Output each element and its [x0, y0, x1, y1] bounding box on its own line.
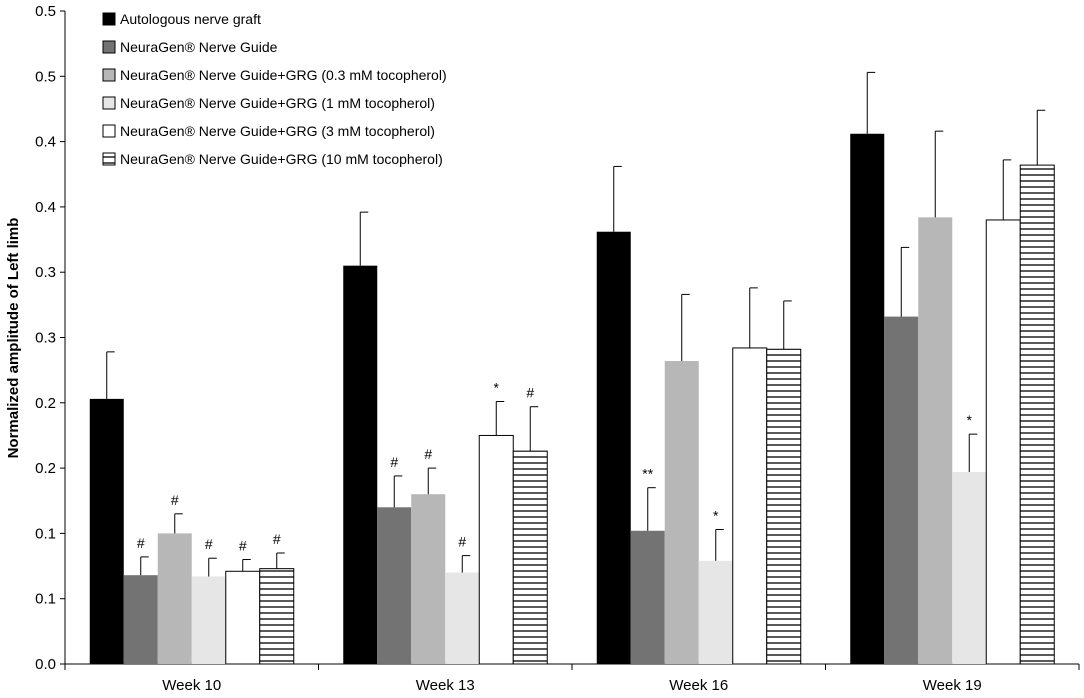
bar — [630, 530, 665, 664]
significance-marker: # — [171, 492, 179, 508]
bar — [343, 265, 378, 664]
y-tick-label: 0.3 — [35, 264, 56, 281]
significance-marker: # — [526, 385, 534, 401]
y-tick-label: 0.4 — [35, 134, 56, 151]
significance-marker: # — [390, 454, 398, 470]
legend-swatch — [102, 68, 116, 82]
legend-swatch — [102, 40, 116, 54]
legend-entry-label: Autologous nerve graft — [120, 11, 261, 27]
y-tick-label: 0.5 — [35, 68, 56, 85]
significance-marker: * — [713, 507, 719, 523]
bar — [445, 572, 480, 664]
bar — [89, 398, 124, 664]
x-category-label: Week 19 — [923, 677, 982, 694]
bar — [766, 348, 802, 665]
significance-marker: # — [137, 535, 145, 551]
legend-entry-label: NeuraGen® Nerve Guide+GRG (1 mM tocopher… — [120, 95, 435, 111]
bar — [698, 560, 733, 664]
bar — [225, 570, 261, 665]
legend-entry-label: NeuraGen® Nerve Guide+GRG (10 mM tocophe… — [120, 151, 443, 167]
legend-swatch — [102, 96, 116, 110]
y-tick-label: 0.4 — [35, 199, 56, 216]
legend-swatch — [102, 124, 116, 138]
bar — [732, 347, 768, 665]
significance-marker: # — [424, 446, 432, 462]
y-axis-label: Normalized amplitude of Left limb — [5, 218, 22, 459]
bar — [985, 219, 1021, 665]
y-tick-label: 0.2 — [35, 395, 56, 412]
y-tick-label: 0.0 — [35, 656, 56, 673]
bar — [259, 568, 295, 665]
y-tick-label: 0.1 — [35, 525, 56, 542]
bar — [1019, 164, 1055, 665]
significance-marker: * — [494, 379, 500, 395]
legend-entry-label: NeuraGen® Nerve Guide+GRG (0.3 mM tocoph… — [120, 67, 447, 83]
x-category-label: Week 10 — [162, 677, 221, 694]
y-tick-label: 0.3 — [35, 330, 56, 347]
bar — [512, 450, 548, 665]
bar — [191, 576, 226, 664]
bar — [850, 133, 885, 664]
legend-entry-label: NeuraGen® Nerve Guide+GRG (3 mM tocopher… — [120, 123, 435, 139]
bar — [377, 507, 412, 664]
legend-swatch — [102, 152, 116, 166]
significance-marker: ** — [642, 466, 653, 482]
bar — [478, 434, 514, 665]
bar — [952, 472, 987, 664]
bar — [596, 231, 631, 665]
bar — [664, 361, 699, 664]
bar — [411, 494, 446, 664]
legend-swatch — [102, 12, 116, 26]
y-tick-label: 0.2 — [35, 460, 56, 477]
significance-marker: * — [967, 412, 973, 428]
bar — [123, 575, 158, 664]
x-category-label: Week 13 — [416, 677, 475, 694]
significance-marker: # — [205, 536, 213, 552]
y-tick-label: 0.5 — [35, 3, 56, 20]
significance-marker: # — [273, 531, 281, 547]
x-category-label: Week 16 — [669, 677, 728, 694]
bar — [884, 316, 919, 664]
significance-marker: # — [239, 538, 247, 554]
bar — [918, 217, 953, 664]
y-tick-label: 0.1 — [35, 591, 56, 608]
significance-marker: # — [458, 534, 466, 550]
legend-entry-label: NeuraGen® Nerve Guide — [120, 39, 278, 55]
bar — [157, 533, 192, 664]
